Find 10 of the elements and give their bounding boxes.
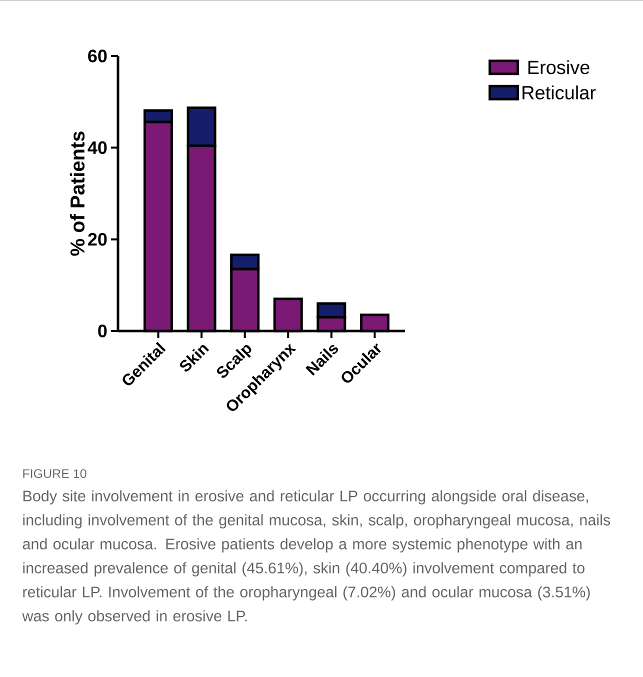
legend-label: Erosive (528, 60, 590, 74)
y-tick-label: 20 (88, 232, 107, 246)
y-tick-label: 40 (88, 141, 107, 154)
y-tick-label: 0 (98, 324, 107, 338)
text: Body site involvement in erosive and reticular LP occurring alongside oral disease, including involvement of the genital mucosa, skin, scalp, oropharyngeal mucosa, nails and ocular mucosa. Erosive patients develop a more systemic phenotype with an increased prevalence of genital (45.61%), skin (40.40%) involvement compared to reticular LP. Involvement of the oropharyngeal (7.02%) and ocular mucosa (3.51%) was only observed in erosive LP. (22, 490, 610, 624)
caption: FIGURE 10 (23, 469, 86, 478)
y-tick-label: 60 (88, 50, 107, 62)
x-tick-label: Skin (180, 345, 210, 372)
y-axis-title: % of Patients (70, 132, 85, 256)
legend-label: Reticular (522, 85, 596, 100)
